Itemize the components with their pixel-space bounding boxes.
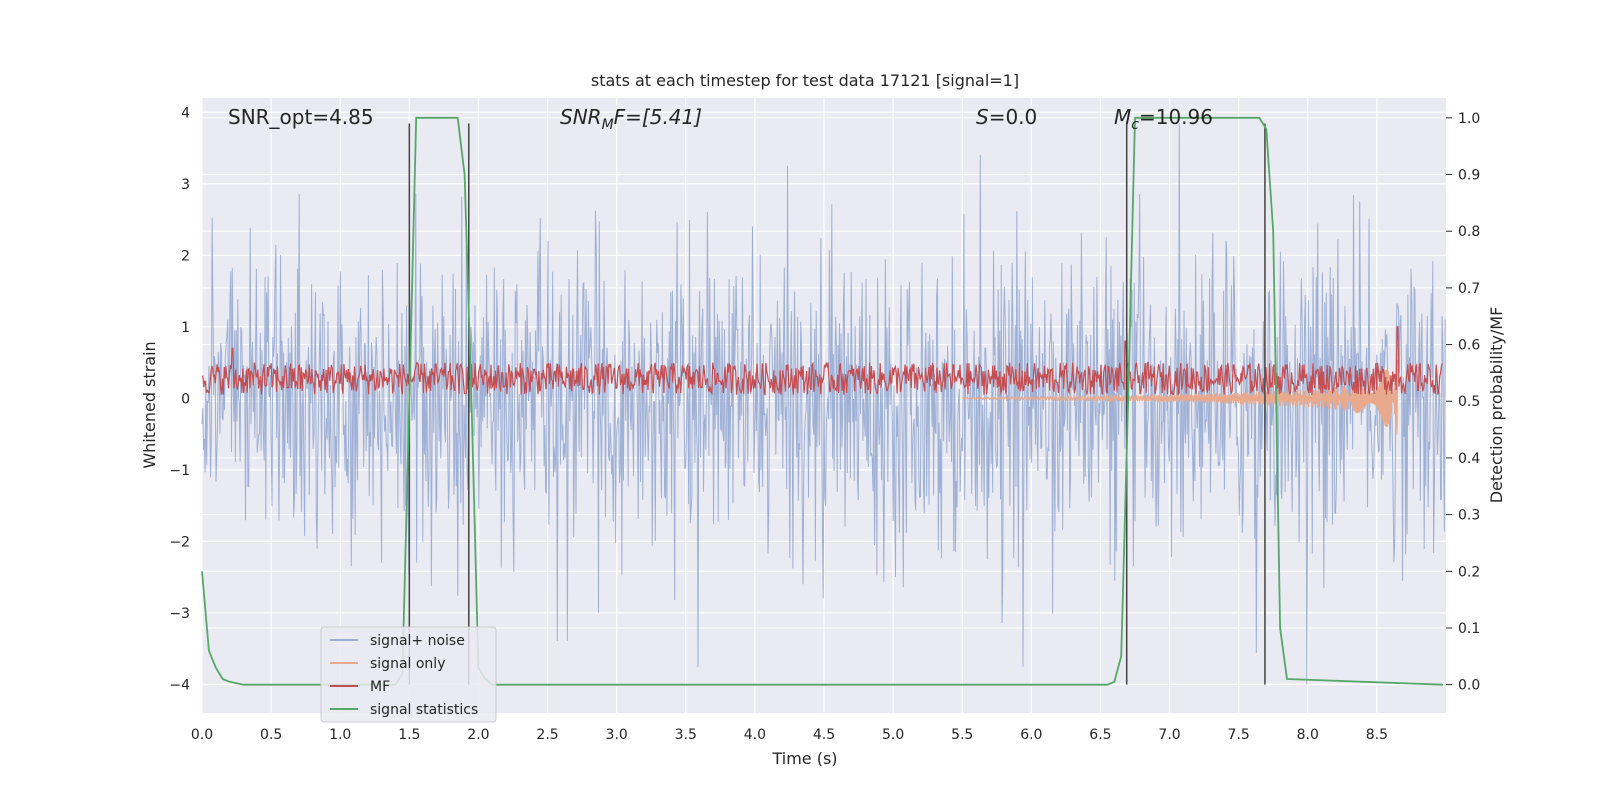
y-tick-right-label: 0.5: [1458, 394, 1480, 410]
signal-only-series: [961, 359, 1399, 435]
x-tick-label: 6.0: [1020, 727, 1042, 743]
x-tick-label: 5.5: [951, 727, 973, 743]
legend-box: [320, 626, 497, 723]
x-tick-label: 8.0: [1297, 727, 1319, 743]
legend-label-mf: MF: [370, 679, 390, 695]
signal-statistics-series: [201, 116, 1444, 686]
y-tick-left-label: −1: [169, 463, 190, 479]
y-tick-right-label: 0.7: [1458, 281, 1480, 297]
x-axis-label: Time (s): [771, 749, 837, 768]
y-axis-right-label: Detection probability/MF: [1487, 307, 1506, 504]
chart-title: stats at each timestep for test data 171…: [591, 71, 1019, 90]
legend-label-signal-only: signal only: [370, 656, 445, 672]
y-tick-right-label: 0.8: [1458, 224, 1480, 240]
y-tick-left-label: −3: [169, 606, 190, 622]
y-tick-right-label: 0.6: [1458, 338, 1480, 354]
y-tick-right-label: 0.3: [1458, 508, 1480, 524]
y-tick-left-label: 4: [181, 105, 190, 121]
y-tick-left-label: −4: [169, 677, 190, 693]
annotation-snr-mf: SNRMF=[5.41]: [560, 105, 702, 133]
x-tick-label: 8.5: [1366, 727, 1388, 743]
annotation-s: S=0.0: [976, 105, 1037, 129]
legend: signal+ noise signal only MF signal stat…: [320, 626, 497, 723]
x-tick-label: 7.5: [1228, 727, 1250, 743]
x-tick-label: 0.5: [260, 727, 282, 743]
annotation-snr-opt: SNR_opt=4.85: [228, 105, 374, 129]
x-tick-label: 3.0: [606, 727, 628, 743]
x-tick-label: 4.0: [744, 727, 766, 743]
x-tick-label: 5.0: [882, 727, 904, 743]
x-tick-label: 1.0: [329, 727, 351, 743]
y-axis-left-ticks: −4 −3 −2 −1 0 1 2 3 4: [169, 105, 190, 693]
y-tick-left-label: 3: [181, 177, 190, 193]
x-tick-label: 3.5: [675, 727, 697, 743]
y-tick-right-label: 0.4: [1458, 451, 1480, 467]
signal-statistics-line: [201, 116, 1444, 686]
x-tick-label: 2.0: [467, 727, 489, 743]
y-tick-right-label: 1.0: [1458, 111, 1480, 127]
y-axis-left-label: Whitened strain: [140, 341, 159, 468]
x-axis-ticks: 0.0 0.5 1.0 1.5 2.0 2.5 3.0 3.5 4.0 4.5 5.0 5.5 6.0 6…: [191, 727, 1388, 743]
y-tick-right-label: 0.1: [1458, 621, 1480, 637]
y-tick-left-label: 0: [181, 391, 190, 407]
signal-only-line: [961, 359, 1399, 435]
x-tick-label: 6.5: [1089, 727, 1111, 743]
y-axis-right-ticks: 0.0 0.1 0.2 0.3 0.4 0.5 0.6 0.7 0.8 0.9 1.0: [1446, 111, 1480, 694]
x-tick-label: 0.0: [191, 727, 213, 743]
x-tick-label: 1.5: [398, 727, 420, 743]
y-tick-right-label: 0.9: [1458, 168, 1480, 184]
x-tick-label: 2.5: [536, 727, 558, 743]
y-tick-right-label: 0.0: [1458, 678, 1480, 694]
y-tick-left-label: 1: [181, 320, 190, 336]
legend-label-signal-noise: signal+ noise: [370, 633, 465, 649]
annotation-mc: Mc=10.96: [1114, 105, 1213, 133]
y-tick-left-label: −2: [169, 534, 190, 550]
x-tick-label: 7.0: [1158, 727, 1180, 743]
y-tick-right-label: 0.2: [1458, 564, 1480, 580]
legend-label-signal-statistics: signal statistics: [370, 702, 478, 718]
x-tick-label: 4.5: [813, 727, 835, 743]
y-tick-left-label: 2: [181, 248, 190, 264]
